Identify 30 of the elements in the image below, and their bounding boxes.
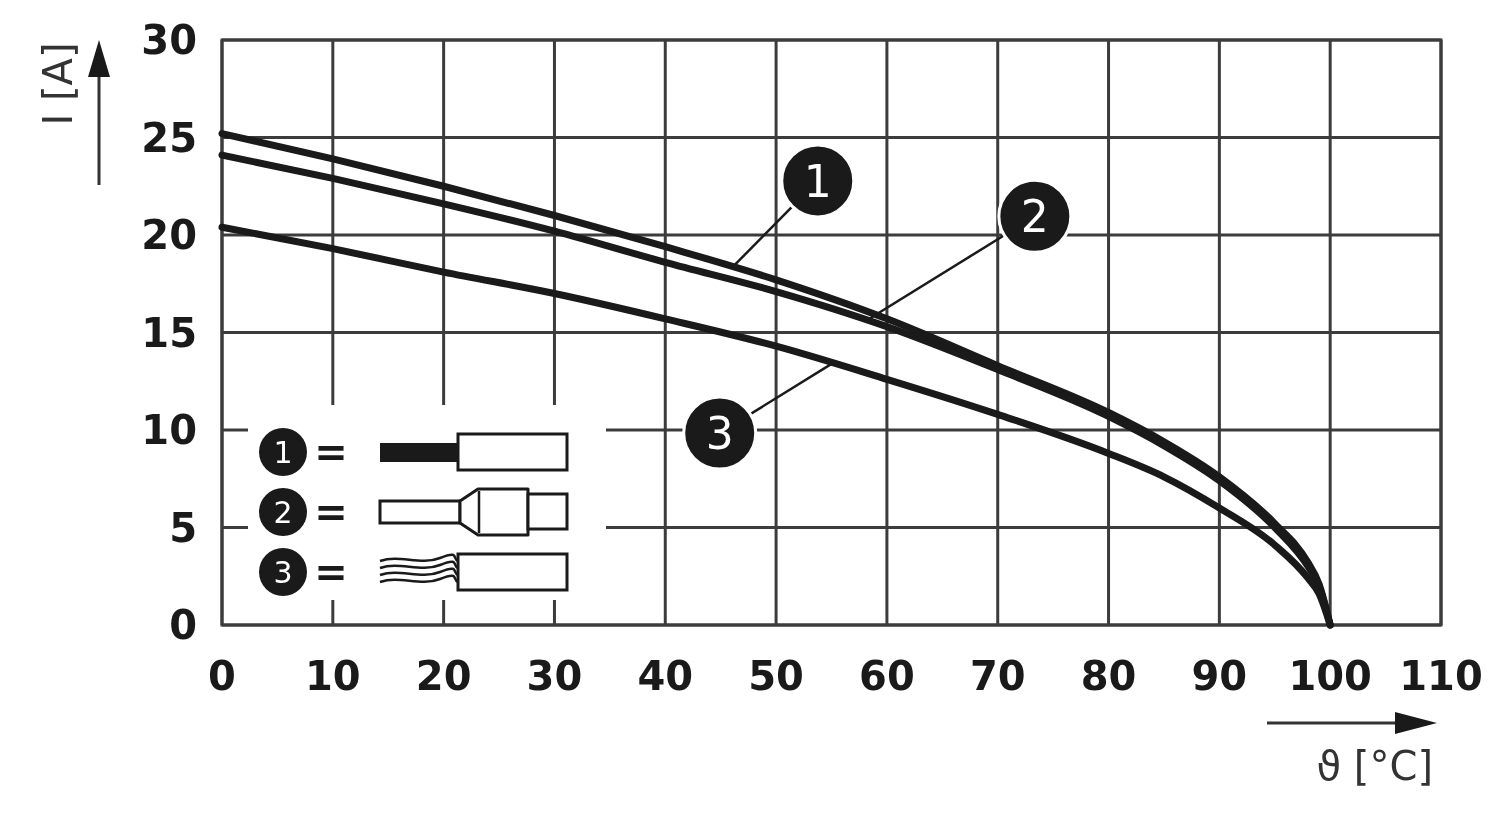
x-tick-label: 30	[526, 653, 583, 699]
x-tick-label: 70	[969, 653, 1026, 699]
y-tick-label: 0	[169, 602, 197, 649]
annotation: =	[314, 489, 348, 536]
y-tick-label: 5	[169, 504, 197, 551]
text: 2	[1020, 191, 1049, 243]
x-tick-label: 90	[1191, 653, 1248, 699]
x-tick-label: 100	[1288, 653, 1372, 699]
x-tick-label: 110	[1399, 653, 1483, 699]
y-tick-label: 30	[141, 17, 197, 64]
y-axis-title: I [A]	[35, 42, 81, 126]
x-tick-label: 40	[637, 653, 694, 699]
y-tick-label: 10	[141, 407, 197, 454]
annotation: =	[314, 549, 348, 596]
x-axis-title: ϑ [°C]	[1316, 743, 1433, 789]
x-tick-label: 60	[859, 653, 915, 699]
x-tick-label: 20	[415, 653, 472, 699]
legend-label: 3	[273, 554, 293, 590]
text: 1	[273, 434, 293, 470]
x-tick-label: 0	[208, 653, 236, 699]
annotation: =	[314, 429, 348, 476]
y-tick-label: 25	[141, 114, 197, 161]
y-tick-label: 15	[141, 309, 197, 356]
legend-label: 2	[273, 494, 293, 530]
text: 3	[705, 407, 734, 459]
x-tick-label: 50	[748, 653, 804, 699]
x-tick-label: 10	[304, 653, 361, 699]
series-label: 1	[803, 155, 832, 207]
x-tick-label: 80	[1080, 653, 1137, 699]
y-tick-label: 20	[141, 212, 197, 259]
